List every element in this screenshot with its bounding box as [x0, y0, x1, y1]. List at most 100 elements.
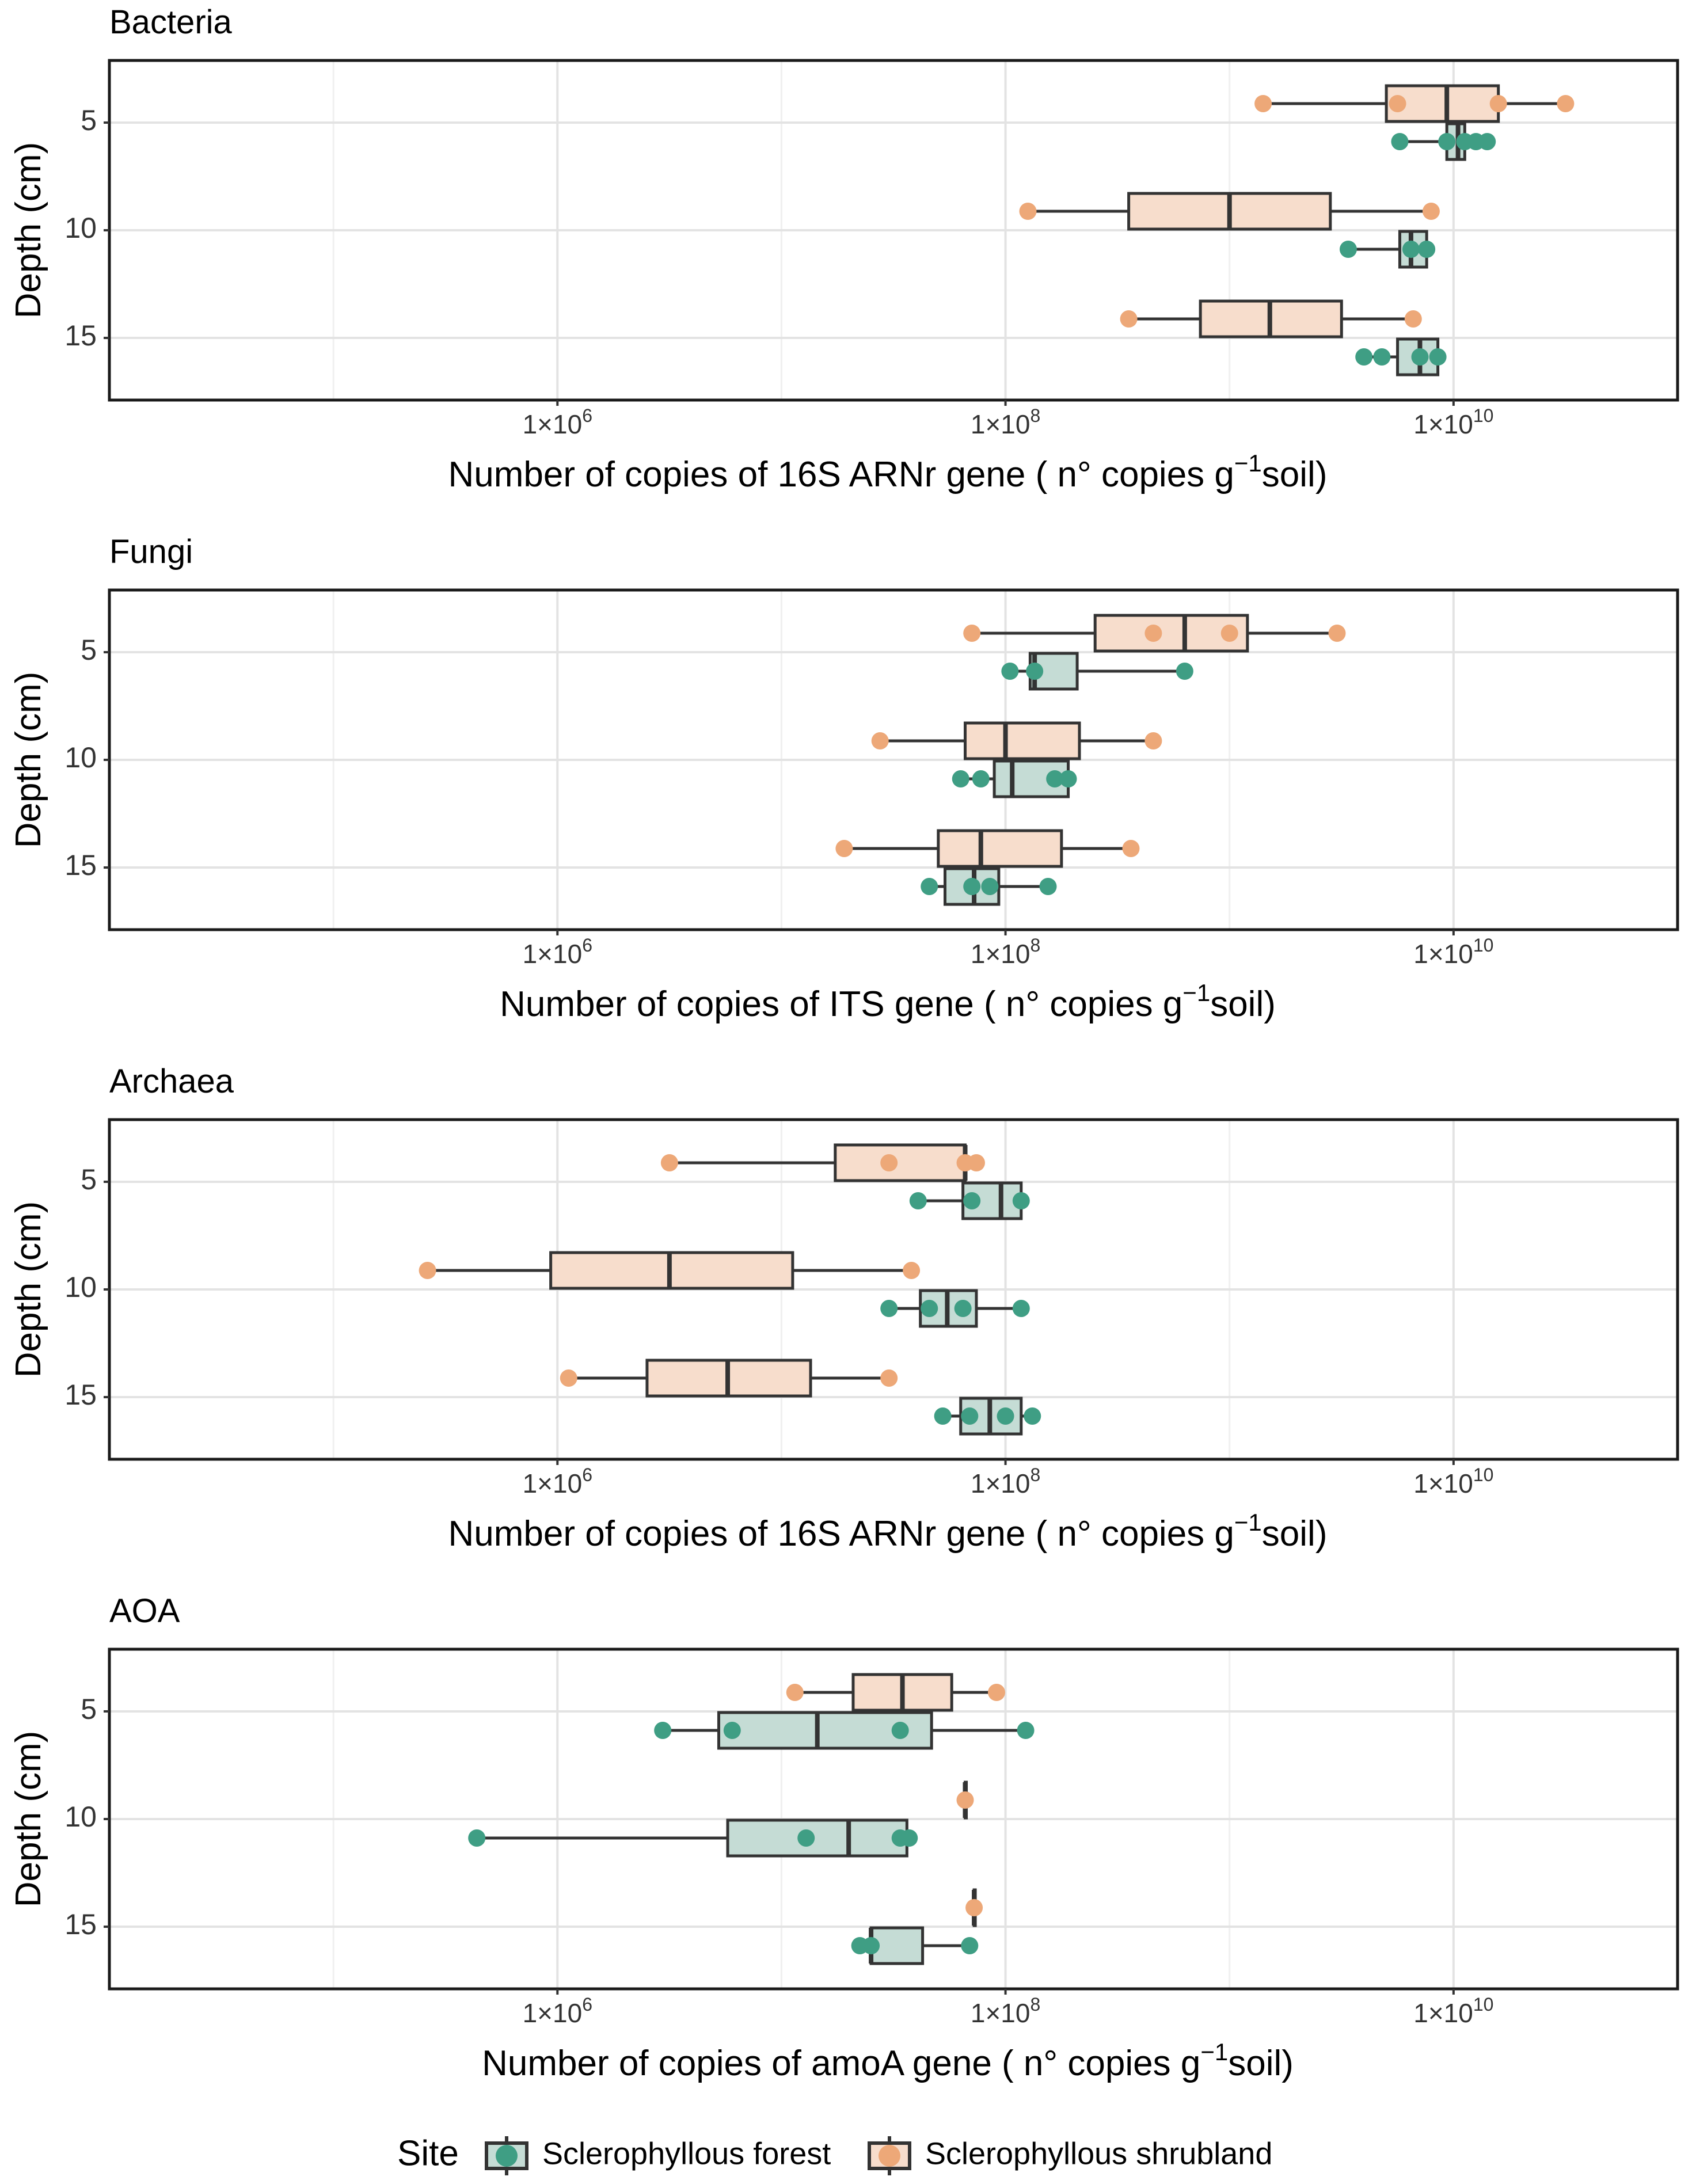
- data-point: [1176, 662, 1193, 680]
- y-tick-label: 10: [64, 1271, 97, 1303]
- data-point: [1012, 1192, 1030, 1209]
- data-point: [972, 770, 990, 787]
- data-point: [963, 624, 981, 642]
- data-point: [988, 1683, 1006, 1701]
- box-iqr: [726, 1818, 908, 1858]
- data-point: [903, 1262, 921, 1279]
- box-forest-5cm: [1001, 652, 1193, 691]
- data-point: [952, 770, 969, 787]
- x-tick-label: 1×106: [523, 935, 592, 969]
- data-point: [981, 878, 999, 896]
- y-tick-label: 10: [64, 1801, 97, 1833]
- y-tick-label: 15: [64, 1908, 97, 1941]
- x-axis-title: Number of copies of ITS gene ( n° copies…: [500, 979, 1276, 1024]
- legend-label-forest: Sclerophyllous forest: [542, 2136, 831, 2171]
- x-tick-label: 1×1010: [1413, 405, 1493, 439]
- legend-title: Site: [397, 2133, 459, 2173]
- y-axis-title: Depth (cm): [9, 672, 48, 849]
- y-axis-title: Depth (cm): [9, 142, 48, 319]
- x-axis-title: Number of copies of amoA gene ( n° copie…: [482, 2038, 1294, 2083]
- data-point: [967, 1154, 985, 1171]
- y-tick-label: 10: [64, 212, 97, 244]
- panel-archaea: Archaea 5 10 15 1×106 1×108 1×1010 Number of co…: [9, 1063, 1679, 1554]
- x-tick-label: 1×108: [971, 1464, 1040, 1498]
- x-axis-title: Number of copies of 16S ARNr gene ( n° c…: [448, 450, 1328, 494]
- box-iqr: [937, 829, 1063, 868]
- data-point: [1422, 203, 1440, 220]
- data-point: [1557, 94, 1575, 112]
- box-shrubland-5cm: [1254, 84, 1575, 123]
- data-point: [1120, 310, 1138, 328]
- data-point: [961, 1937, 979, 1955]
- panel-bacteria: Bacteria 5 10 15 1×106 1×108 1×1010 Number of c…: [9, 3, 1679, 494]
- data-point: [965, 1899, 983, 1917]
- x-tick-label: 1×108: [971, 405, 1040, 439]
- y-tick-label: 15: [64, 319, 97, 352]
- data-point: [1328, 624, 1346, 642]
- data-point: [1404, 310, 1422, 328]
- data-point: [1418, 241, 1436, 258]
- box-iqr: [834, 1143, 967, 1182]
- box-forest-10cm: [952, 759, 1077, 798]
- box-forest-5cm: [654, 1711, 1035, 1750]
- data-point: [1478, 132, 1496, 150]
- box-forest-10cm: [1339, 230, 1436, 269]
- data-point: [871, 732, 889, 749]
- panel-title: AOA: [109, 1592, 180, 1630]
- data-point: [1411, 348, 1429, 366]
- data-point: [1254, 94, 1272, 112]
- x-tick-label: 1×106: [523, 1994, 592, 2028]
- box-iqr: [964, 721, 1081, 760]
- box-shrubland-15cm: [1120, 299, 1422, 338]
- box-forest-5cm: [1391, 122, 1496, 161]
- data-point: [1391, 132, 1409, 150]
- box-forest-15cm: [921, 867, 1057, 906]
- data-point: [956, 1791, 974, 1809]
- data-point: [954, 1300, 972, 1317]
- y-tick-label: 10: [64, 741, 97, 774]
- data-point: [862, 1937, 880, 1955]
- data-point: [1438, 132, 1456, 150]
- x-axis-title: Number of copies of 16S ARNr gene ( n° c…: [448, 1509, 1328, 1554]
- data-point: [880, 1369, 898, 1387]
- box-forest-5cm: [909, 1181, 1030, 1220]
- data-point: [1339, 241, 1357, 258]
- data-point: [1389, 94, 1406, 112]
- data-point: [1373, 348, 1391, 366]
- box-shrubland-10cm: [956, 1780, 974, 1820]
- box-shrubland-5cm: [786, 1673, 1006, 1712]
- data-point: [900, 1829, 918, 1847]
- x-tick-label: 1×106: [523, 1464, 592, 1498]
- data-point: [786, 1683, 804, 1701]
- data-point: [909, 1192, 927, 1209]
- data-point: [921, 1300, 938, 1317]
- data-point: [880, 1300, 898, 1317]
- data-point: [961, 1407, 979, 1425]
- data-point: [1012, 1300, 1030, 1317]
- x-tick-label: 1×108: [971, 935, 1040, 969]
- y-tick-label: 5: [81, 1693, 97, 1725]
- data-point: [1059, 770, 1077, 787]
- box-shrubland-10cm: [871, 721, 1162, 760]
- data-point: [723, 1721, 741, 1739]
- panel-title: Bacteria: [109, 3, 233, 41]
- y-axis-title: Depth (cm): [9, 1731, 48, 1908]
- data-point: [1144, 732, 1162, 749]
- data-point: [1001, 662, 1019, 680]
- data-point: [660, 1154, 678, 1171]
- panel-aoa: AOA 5 10 15 1×106 1×108 1×1010 Number of copies…: [9, 1592, 1679, 2083]
- data-point: [468, 1829, 486, 1847]
- box-shrubland-15cm: [835, 829, 1140, 868]
- box-forest-10cm: [880, 1289, 1030, 1328]
- box-shrubland-15cm: [965, 1888, 983, 1927]
- data-point: [560, 1369, 577, 1387]
- box-shrubland-10cm: [1019, 192, 1440, 231]
- data-point: [1024, 1407, 1041, 1425]
- data-point: [1046, 770, 1064, 787]
- x-tick-label: 1×1010: [1413, 1994, 1493, 2028]
- y-tick-label: 5: [81, 104, 97, 136]
- panel-title: Fungi: [109, 533, 193, 570]
- box-forest-10cm: [468, 1818, 918, 1858]
- panel-title: Archaea: [109, 1063, 234, 1100]
